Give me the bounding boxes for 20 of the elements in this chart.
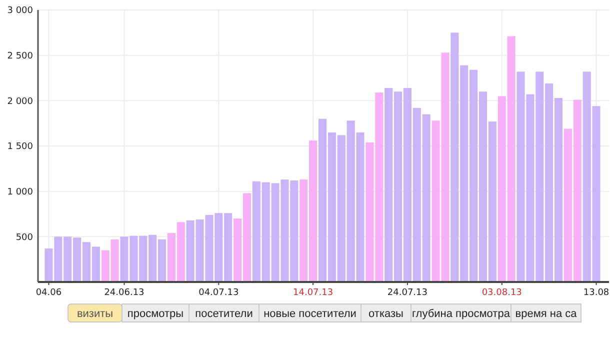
tab-button: глубина просмотра bbox=[410, 304, 512, 322]
tab-button: отказы bbox=[360, 304, 412, 322]
x-tick-label: 04.06 bbox=[36, 288, 62, 298]
tab-button: время на са bbox=[510, 304, 582, 322]
x-tick-label: 24.06.13 bbox=[104, 288, 144, 298]
y-tick-label: 2 000 bbox=[7, 96, 34, 107]
y-tick-label: 1 000 bbox=[7, 187, 34, 198]
y-tick-label: 1 500 bbox=[7, 142, 34, 152]
x-tick-label: 03.08.13 bbox=[482, 288, 522, 298]
tab-button: просмотры bbox=[122, 304, 190, 322]
y-tick-label: 500 bbox=[16, 232, 34, 243]
x-tick-label: 13.08 bbox=[583, 288, 610, 298]
tab-button: посетители bbox=[188, 304, 260, 322]
x-tick-label: 14.07.13 bbox=[293, 288, 334, 298]
x-tick-label: 24.07.13 bbox=[387, 288, 428, 298]
y-tick-label: 3 000 bbox=[7, 6, 34, 16]
y-tick-label: 2 500 bbox=[7, 51, 34, 62]
x-tick-label: 04.07.13 bbox=[198, 288, 239, 298]
tab-button: визиты bbox=[68, 304, 122, 322]
tab-button: новые посетители bbox=[258, 304, 362, 322]
